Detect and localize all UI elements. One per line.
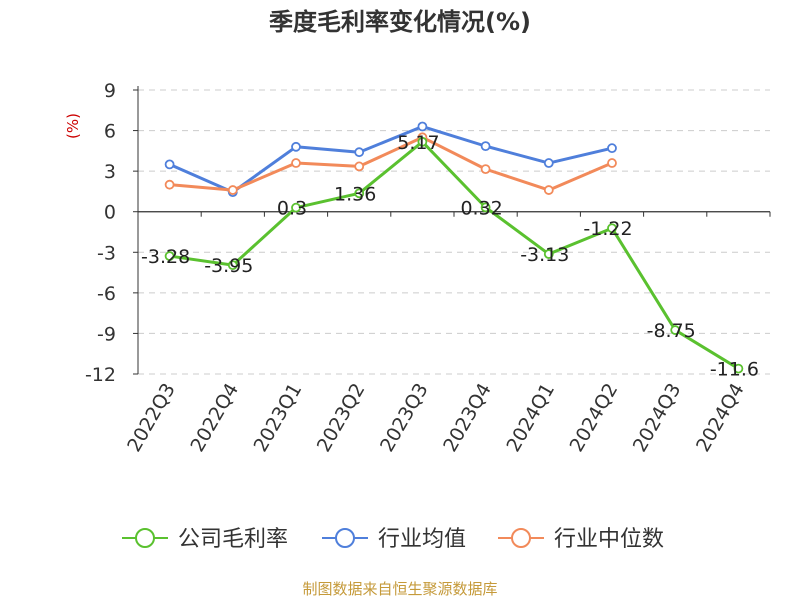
data-point: [291, 141, 301, 152]
data-label: -8.75: [647, 320, 696, 342]
data-labels: -3.28 -3.95 0.3 1.36 5.17 0.32 -3.13 -1.22 -8.75…: [141, 132, 759, 381]
data-point: [543, 249, 554, 259]
legend-marker: [511, 528, 531, 548]
y-tick-label: -9: [97, 323, 116, 345]
legend-label: 行业均值: [378, 527, 466, 552]
x-tick-label: 2024Q2: [566, 380, 623, 456]
y-tick-label: 0: [104, 202, 116, 224]
source-note: 制图数据来自恒生聚源数据库: [302, 580, 497, 598]
data-point: [607, 143, 617, 154]
data-point: [670, 325, 681, 335]
series-line: [169, 140, 740, 370]
legend-label: 行业中位数: [554, 527, 664, 552]
data-point: [227, 185, 238, 195]
x-tick-label: 2024Q4: [692, 380, 749, 456]
data-point: [480, 141, 491, 152]
data-point: [543, 185, 554, 195]
data-label: -3.95: [204, 255, 253, 277]
data-point: [607, 223, 617, 234]
data-label: -1.22: [583, 218, 632, 240]
x-tick-label: 2023Q1: [250, 380, 307, 456]
x-tick-label: 2022Q3: [123, 380, 180, 456]
data-point: [733, 363, 744, 374]
y-axis-label: (%): [64, 113, 82, 139]
data-point: [480, 202, 491, 213]
data-point: [354, 188, 365, 199]
x-tick-label: 2023Q4: [439, 379, 496, 455]
legend-label: 公司毛利率: [178, 527, 288, 552]
data-label: 0.3: [277, 198, 307, 220]
x-tick-label: 2023Q2: [313, 380, 370, 456]
legend: 公司毛利率 行业均值 行业中位数: [122, 527, 664, 552]
data-point: [291, 202, 301, 213]
y-tick-label: -6: [97, 283, 116, 305]
chart-title: 季度毛利率变化情况(%): [269, 8, 531, 36]
y-tick-label: 6: [104, 121, 116, 143]
x-tick-label: 2024Q1: [502, 380, 559, 456]
data-point: [354, 161, 365, 172]
y-tick-label: -12: [85, 364, 116, 386]
data-point: [291, 158, 301, 168]
data-point: [164, 179, 175, 190]
y-tick-label: 9: [104, 80, 116, 102]
series-line: [169, 135, 613, 192]
data-label: 1.36: [334, 183, 376, 205]
data-point: [543, 158, 554, 168]
data-label: -11.6: [710, 359, 759, 381]
y-tick-label: 3: [104, 161, 116, 183]
data-label: 0.32: [460, 197, 502, 219]
data-point: [164, 251, 175, 261]
x-tick-label: 2022Q4: [186, 380, 243, 456]
x-tick-label: 2024Q3: [629, 380, 686, 456]
legend-marker: [335, 528, 355, 548]
data-label: 5.17: [397, 132, 439, 154]
data-point: [417, 121, 428, 132]
legend-marker: [135, 528, 155, 548]
data-point: [164, 159, 175, 170]
data-point: [227, 260, 238, 271]
data-point: [417, 136, 428, 147]
data-label: -3.28: [141, 246, 190, 268]
y-tick-label: -3: [97, 242, 116, 264]
data-point: [480, 164, 491, 175]
data-point: [354, 147, 365, 158]
series-group: [164, 121, 744, 374]
x-tick-label: 2023Q3: [376, 380, 433, 456]
data-point: [607, 158, 617, 168]
data-label: -3.13: [520, 244, 569, 266]
